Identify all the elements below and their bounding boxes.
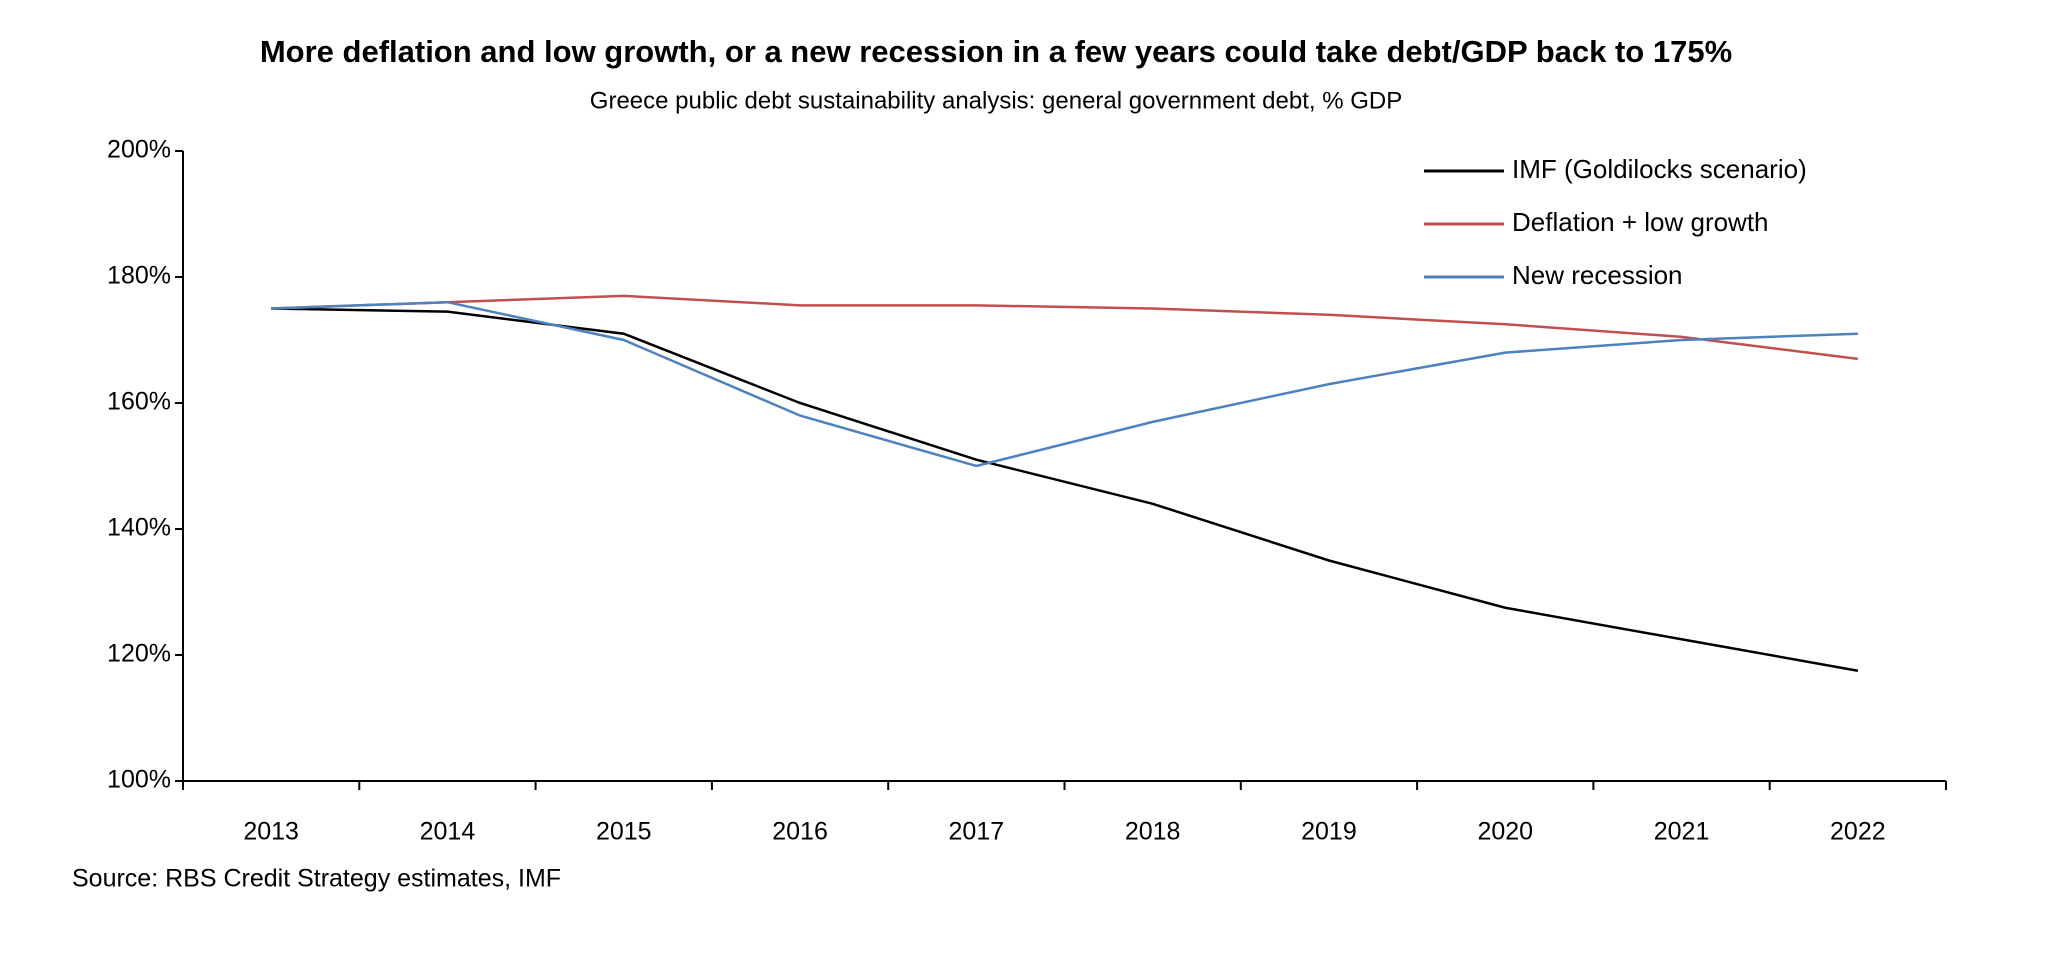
- x-tick-label: 2021: [1654, 818, 1710, 846]
- x-tick-label: 2016: [772, 818, 828, 846]
- series-line: [271, 300, 1858, 468]
- series-line: [271, 294, 1859, 361]
- y-tick-label: 120%: [107, 640, 171, 668]
- x-tick-label: 2013: [243, 818, 299, 846]
- x-tick-label: 2017: [949, 818, 1005, 846]
- y-tick-label: 140%: [107, 514, 171, 542]
- chart-title: More deflation and low growth, or a new …: [260, 34, 1732, 69]
- y-tick-label: 200%: [107, 136, 171, 164]
- series-line: [271, 307, 1859, 672]
- chart-subtitle: Greece public debt sustainability analys…: [590, 87, 1402, 114]
- y-tick-label: 100%: [107, 766, 171, 794]
- legend-label: Deflation + low growth: [1512, 207, 1769, 237]
- source-note: Source: RBS Credit Strategy estimates, I…: [72, 865, 561, 893]
- legend-label: IMF (Goldilocks scenario): [1512, 154, 1807, 184]
- x-tick-label: 2020: [1477, 818, 1533, 846]
- legend-label: New recession: [1512, 260, 1683, 290]
- y-tick-label: 180%: [107, 262, 171, 290]
- x-tick-label: 2014: [420, 818, 476, 846]
- y-tick-label: 160%: [107, 388, 171, 416]
- x-tick-label: 2019: [1301, 818, 1357, 846]
- x-tick-label: 2018: [1125, 818, 1181, 846]
- x-tick-label: 2015: [596, 818, 652, 846]
- x-tick-label: 2022: [1830, 818, 1886, 846]
